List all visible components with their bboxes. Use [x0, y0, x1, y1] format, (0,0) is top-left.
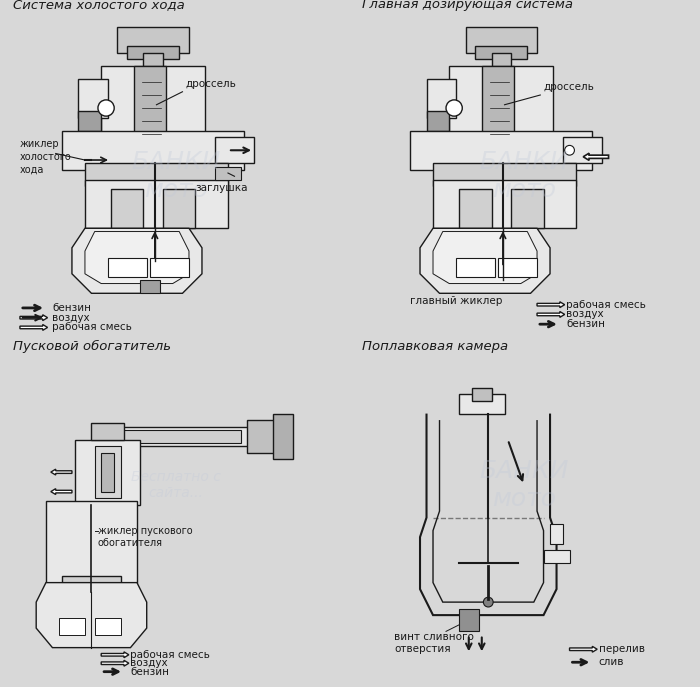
FancyArrow shape	[537, 302, 565, 308]
Bar	[94, 618, 120, 635]
Bar	[426, 111, 449, 131]
Bar	[62, 576, 120, 592]
Bar	[511, 190, 543, 228]
FancyArrow shape	[20, 315, 48, 321]
Text: Поплавковая камера: Поплавковая камера	[361, 339, 508, 352]
Bar	[543, 550, 570, 563]
Bar	[563, 137, 602, 164]
Bar	[498, 258, 537, 277]
Text: Пусковой обогатитель: Пусковой обогатитель	[13, 339, 172, 352]
Text: Главная дозирующая система: Главная дозирующая система	[361, 0, 573, 11]
Bar	[92, 423, 124, 440]
FancyArrow shape	[102, 652, 129, 657]
FancyArrow shape	[102, 660, 129, 666]
Text: бензин: бензин	[52, 303, 92, 313]
Bar	[111, 190, 144, 228]
Bar	[163, 190, 195, 228]
Text: главный жиклер: главный жиклер	[410, 296, 503, 306]
Text: жиклер пускового
обогатителя: жиклер пускового обогатителя	[98, 526, 192, 548]
Bar	[118, 27, 189, 53]
Text: дроссель: дроссель	[186, 78, 237, 89]
Text: воздух: воздух	[52, 313, 90, 323]
Text: дроссель: дроссель	[543, 82, 594, 92]
Bar	[102, 66, 205, 137]
Bar	[482, 66, 514, 144]
Bar	[466, 27, 537, 53]
FancyArrow shape	[537, 311, 565, 317]
Text: рабочая смесь: рабочая смесь	[52, 322, 132, 333]
Bar	[215, 166, 241, 179]
Bar	[215, 137, 254, 164]
Bar	[134, 66, 166, 144]
Circle shape	[565, 146, 575, 155]
Bar	[491, 53, 511, 72]
Bar	[85, 179, 228, 228]
Circle shape	[484, 597, 494, 607]
Bar	[75, 440, 140, 504]
Polygon shape	[85, 232, 189, 284]
Bar	[94, 427, 274, 446]
Text: жиклер
холостого
хода: жиклер холостого хода	[20, 139, 71, 174]
Bar	[459, 190, 491, 228]
Text: бензин: бензин	[130, 666, 169, 677]
Bar	[78, 111, 102, 131]
Bar	[274, 414, 293, 459]
Bar	[111, 430, 241, 443]
Polygon shape	[36, 583, 147, 648]
Bar	[456, 258, 495, 277]
Bar	[248, 420, 286, 453]
Polygon shape	[72, 228, 202, 293]
FancyArrow shape	[20, 324, 48, 330]
Text: БАНКИ
мото: БАНКИ мото	[480, 459, 569, 511]
Text: воздух: воздух	[566, 309, 604, 319]
Bar	[59, 618, 85, 635]
Polygon shape	[420, 228, 550, 293]
Text: БАНКИ
мото: БАНКИ мото	[131, 150, 220, 202]
Text: БАНКИ
мото: БАНКИ мото	[480, 150, 569, 202]
Bar	[144, 53, 163, 72]
Bar	[78, 79, 108, 117]
Bar	[433, 179, 576, 228]
Bar	[127, 46, 179, 59]
Bar	[410, 131, 592, 170]
Bar	[46, 502, 137, 583]
Bar	[94, 446, 120, 498]
Bar	[426, 79, 456, 117]
Text: Бесплатно с
сайта...: Бесплатно с сайта...	[131, 470, 221, 500]
FancyArrow shape	[570, 646, 597, 652]
Text: бензин: бензин	[566, 319, 606, 329]
Text: слив: слив	[598, 657, 624, 667]
Bar	[459, 394, 505, 414]
Bar	[472, 387, 491, 401]
Text: рабочая смесь: рабочая смесь	[566, 300, 646, 310]
Text: винт сливного
отверстия: винт сливного отверстия	[394, 631, 474, 654]
Bar	[475, 46, 527, 59]
Bar	[62, 131, 244, 170]
Bar	[550, 524, 563, 543]
Bar	[459, 609, 479, 631]
Text: воздух: воздух	[130, 658, 168, 668]
Bar	[85, 164, 228, 186]
Polygon shape	[433, 232, 537, 284]
Bar	[102, 453, 114, 492]
FancyArrow shape	[51, 469, 72, 475]
FancyArrow shape	[583, 153, 608, 160]
Bar	[449, 66, 553, 137]
Circle shape	[446, 100, 462, 116]
Circle shape	[98, 100, 114, 116]
Bar	[140, 280, 160, 293]
Text: перелив: перелив	[598, 644, 645, 654]
FancyArrow shape	[51, 488, 72, 495]
Text: рабочая смесь: рабочая смесь	[130, 650, 210, 660]
Bar	[433, 164, 576, 186]
Bar	[108, 258, 147, 277]
Text: заглушка: заглушка	[195, 183, 248, 193]
Bar	[150, 258, 189, 277]
Text: Система холостого хода: Система холостого хода	[13, 0, 186, 11]
